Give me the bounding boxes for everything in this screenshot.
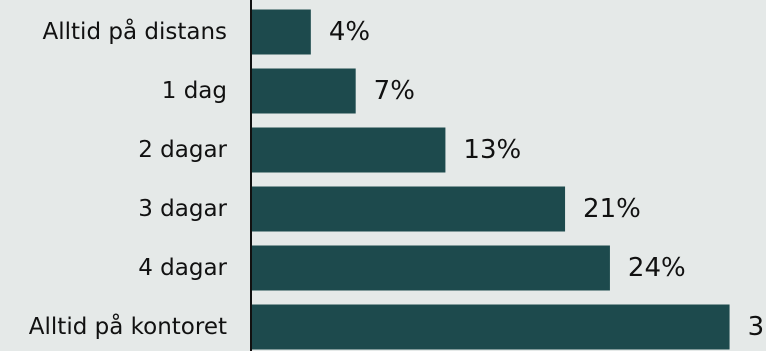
bar-5 bbox=[251, 304, 730, 350]
value-labels-group: 4%7% 13% 21% 24% 32% bbox=[329, 17, 766, 342]
category-label: 1 dag bbox=[162, 78, 227, 104]
bars-group bbox=[251, 9, 730, 350]
bar-1 bbox=[251, 68, 356, 114]
value-label: 13% bbox=[463, 135, 521, 165]
value-label: 7% bbox=[374, 76, 415, 106]
value-label: 4% bbox=[329, 17, 370, 47]
value-label: 24% bbox=[628, 253, 686, 283]
category-label: Alltid på kontoret bbox=[29, 312, 227, 340]
category-label: 2 dagar bbox=[138, 137, 227, 163]
category-label: 3 dagar bbox=[138, 196, 227, 222]
bar-3 bbox=[251, 186, 566, 232]
bar-0 bbox=[251, 9, 311, 55]
category-label: Alltid på distans bbox=[43, 17, 227, 45]
bar-2 bbox=[251, 127, 446, 173]
bar-4 bbox=[251, 245, 610, 291]
category-label: 4 dagar bbox=[138, 255, 227, 281]
value-label: 21% bbox=[583, 194, 641, 224]
category-labels-group: Alltid på distans 1 dag 2 dagar 3 dagar 4 da… bbox=[29, 17, 228, 340]
value-label: 32% bbox=[748, 312, 766, 342]
